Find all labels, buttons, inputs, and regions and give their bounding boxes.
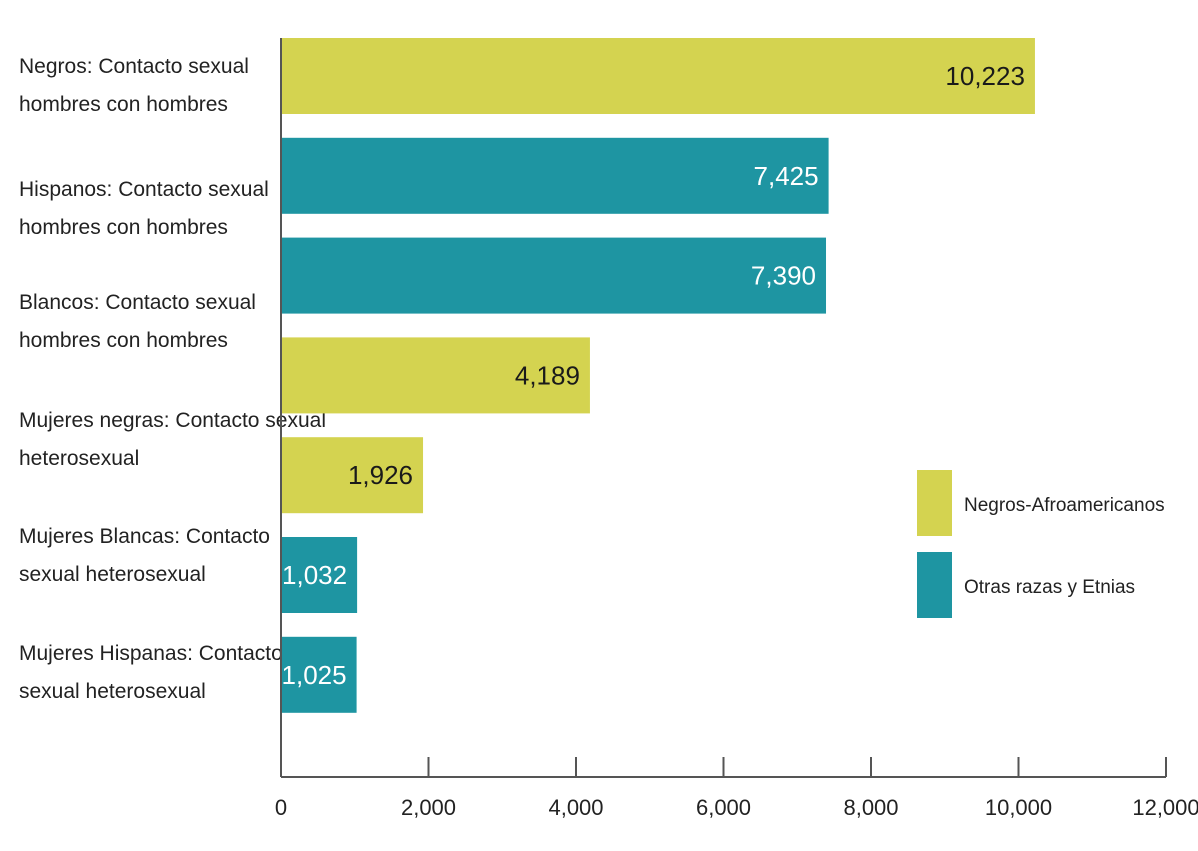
category-label: sexual heterosexual: [19, 563, 206, 586]
category-label: hombres con hombres: [19, 329, 228, 352]
category-label: Mujeres negras: Contacto sexual: [19, 409, 326, 432]
bars: [281, 38, 1035, 713]
bar: [281, 237, 827, 314]
x-axis: 0 2,000 4,000 6,000 8,000 10,000 12,000: [275, 38, 1198, 820]
bar: [281, 437, 424, 514]
data-label: 7,390: [751, 261, 816, 291]
category-label: hombres con hombres: [19, 93, 228, 116]
data-label: 10,223: [945, 61, 1025, 91]
category-label: hombres con hombres: [19, 216, 228, 239]
category-label: heterosexual: [19, 447, 139, 470]
x-tick-label: 8,000: [843, 795, 898, 820]
category-label: Negros: Contacto sexual: [19, 55, 249, 78]
category-label: sexual heterosexual: [19, 680, 206, 703]
legend: Negros-Afroamericanos Otras razas y Etnia…: [917, 470, 1165, 618]
legend-label: Otras razas y Etnias: [964, 577, 1135, 598]
legend-label: Negros-Afroamericanos: [964, 495, 1165, 516]
category-label: Mujeres Hispanas: Contacto: [19, 642, 283, 665]
bar: [281, 137, 829, 214]
legend-swatch: [917, 552, 952, 618]
category-labels: Negros: Contacto sexual hombres con hombr…: [19, 55, 326, 703]
data-label: 1,926: [348, 460, 413, 490]
data-label: 1,025: [282, 660, 347, 690]
category-label: Blancos: Contacto sexual: [19, 291, 256, 314]
x-tick-label: 4,000: [548, 795, 603, 820]
data-label: 4,189: [515, 360, 580, 390]
x-tick-label: 2,000: [401, 795, 456, 820]
x-tick-label: 10,000: [985, 795, 1052, 820]
legend-swatch: [917, 470, 952, 536]
bar: [281, 537, 358, 613]
x-tick-label: 0: [275, 795, 287, 820]
x-tick-label: 6,000: [696, 795, 751, 820]
category-label: Hispanos: Contacto sexual: [19, 178, 269, 201]
x-tick-label: 12,000: [1132, 795, 1198, 820]
bar: [281, 38, 1035, 114]
data-label: 1,032: [282, 560, 347, 590]
bar: [281, 337, 590, 414]
category-label: Mujeres Blancas: Contacto: [19, 525, 270, 548]
bar: [281, 636, 357, 713]
data-labels: 10,223 7,425 7,390 4,189 1,926 1,032 1,025: [282, 61, 1025, 690]
data-label: 7,425: [754, 161, 819, 191]
